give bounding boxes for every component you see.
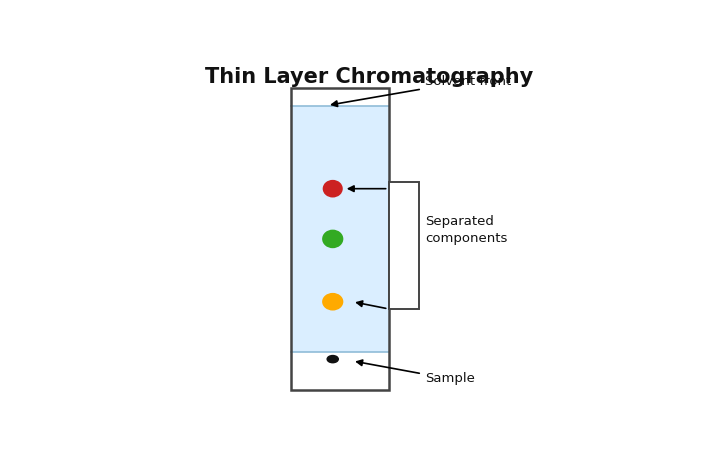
Circle shape — [327, 356, 338, 363]
Text: Sample: Sample — [357, 360, 474, 385]
Text: Thin Layer Chromatography: Thin Layer Chromatography — [205, 67, 533, 87]
Ellipse shape — [323, 180, 343, 198]
Bar — [291, 106, 389, 352]
Text: Solvent front: Solvent front — [332, 75, 511, 106]
Bar — [291, 88, 389, 390]
Ellipse shape — [322, 293, 343, 310]
Ellipse shape — [322, 230, 343, 248]
Bar — [389, 182, 419, 309]
Text: Separated
components: Separated components — [425, 215, 507, 245]
